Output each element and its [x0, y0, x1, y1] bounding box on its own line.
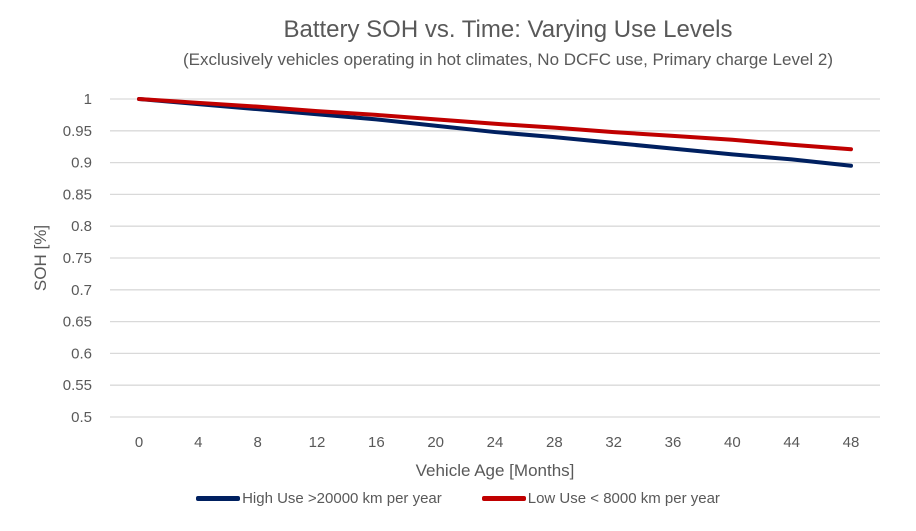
y-tick-label: 0.55 — [63, 377, 92, 394]
y-tick-label: 0.95 — [63, 123, 92, 140]
y-tick-label: 0.85 — [63, 186, 92, 203]
chart-subtitle: (Exclusively vehicles operating in hot c… — [182, 50, 834, 69]
legend-item-low-use: Low Use < 8000 km per year — [481, 490, 720, 507]
y-tick-label: 1 — [84, 91, 92, 108]
x-tick-label: 48 — [843, 434, 860, 451]
x-tick-label: 44 — [783, 434, 800, 451]
series-line-0 — [137, 97, 853, 168]
x-tick-label: 24 — [487, 434, 504, 451]
x-tick-label: 8 — [253, 434, 261, 451]
x-tick-label: 32 — [605, 434, 622, 451]
x-tick-label: 20 — [427, 434, 444, 451]
chart-title: Battery SOH vs. Time: Varying Use Levels — [283, 16, 733, 43]
legend-label: Low Use < 8000 km per year — [527, 490, 720, 507]
y-tick-label: 0.8 — [71, 218, 92, 235]
y-tick-label: 0.75 — [63, 250, 92, 267]
x-tick-label: 4 — [194, 434, 202, 451]
legend-swatch — [196, 496, 241, 501]
legend-item-high-use: High Use >20000 km per year — [196, 490, 442, 507]
legend-swatch — [481, 496, 526, 501]
x-tick-label: 0 — [135, 434, 143, 451]
y-tick-label: 0.9 — [71, 155, 92, 172]
series-line-1 — [137, 97, 853, 152]
x-tick-label: 40 — [724, 434, 741, 451]
x-tick-label: 12 — [309, 434, 326, 451]
x-tick-label: 36 — [665, 434, 682, 451]
x-axis-label: Vehicle Age [Months] — [416, 461, 575, 480]
y-tick-label: 0.7 — [71, 282, 92, 299]
y-tick-label: 0.6 — [71, 345, 92, 362]
legend: High Use >20000 km per year Low Use < 80… — [0, 490, 916, 507]
x-tick-label: 28 — [546, 434, 563, 451]
legend-label: High Use >20000 km per year — [242, 490, 442, 507]
y-tick-label: 0.5 — [71, 409, 92, 426]
x-tick-label: 16 — [368, 434, 385, 451]
y-axis-label: SOH [%] — [31, 225, 50, 291]
y-tick-label: 0.65 — [63, 314, 92, 331]
